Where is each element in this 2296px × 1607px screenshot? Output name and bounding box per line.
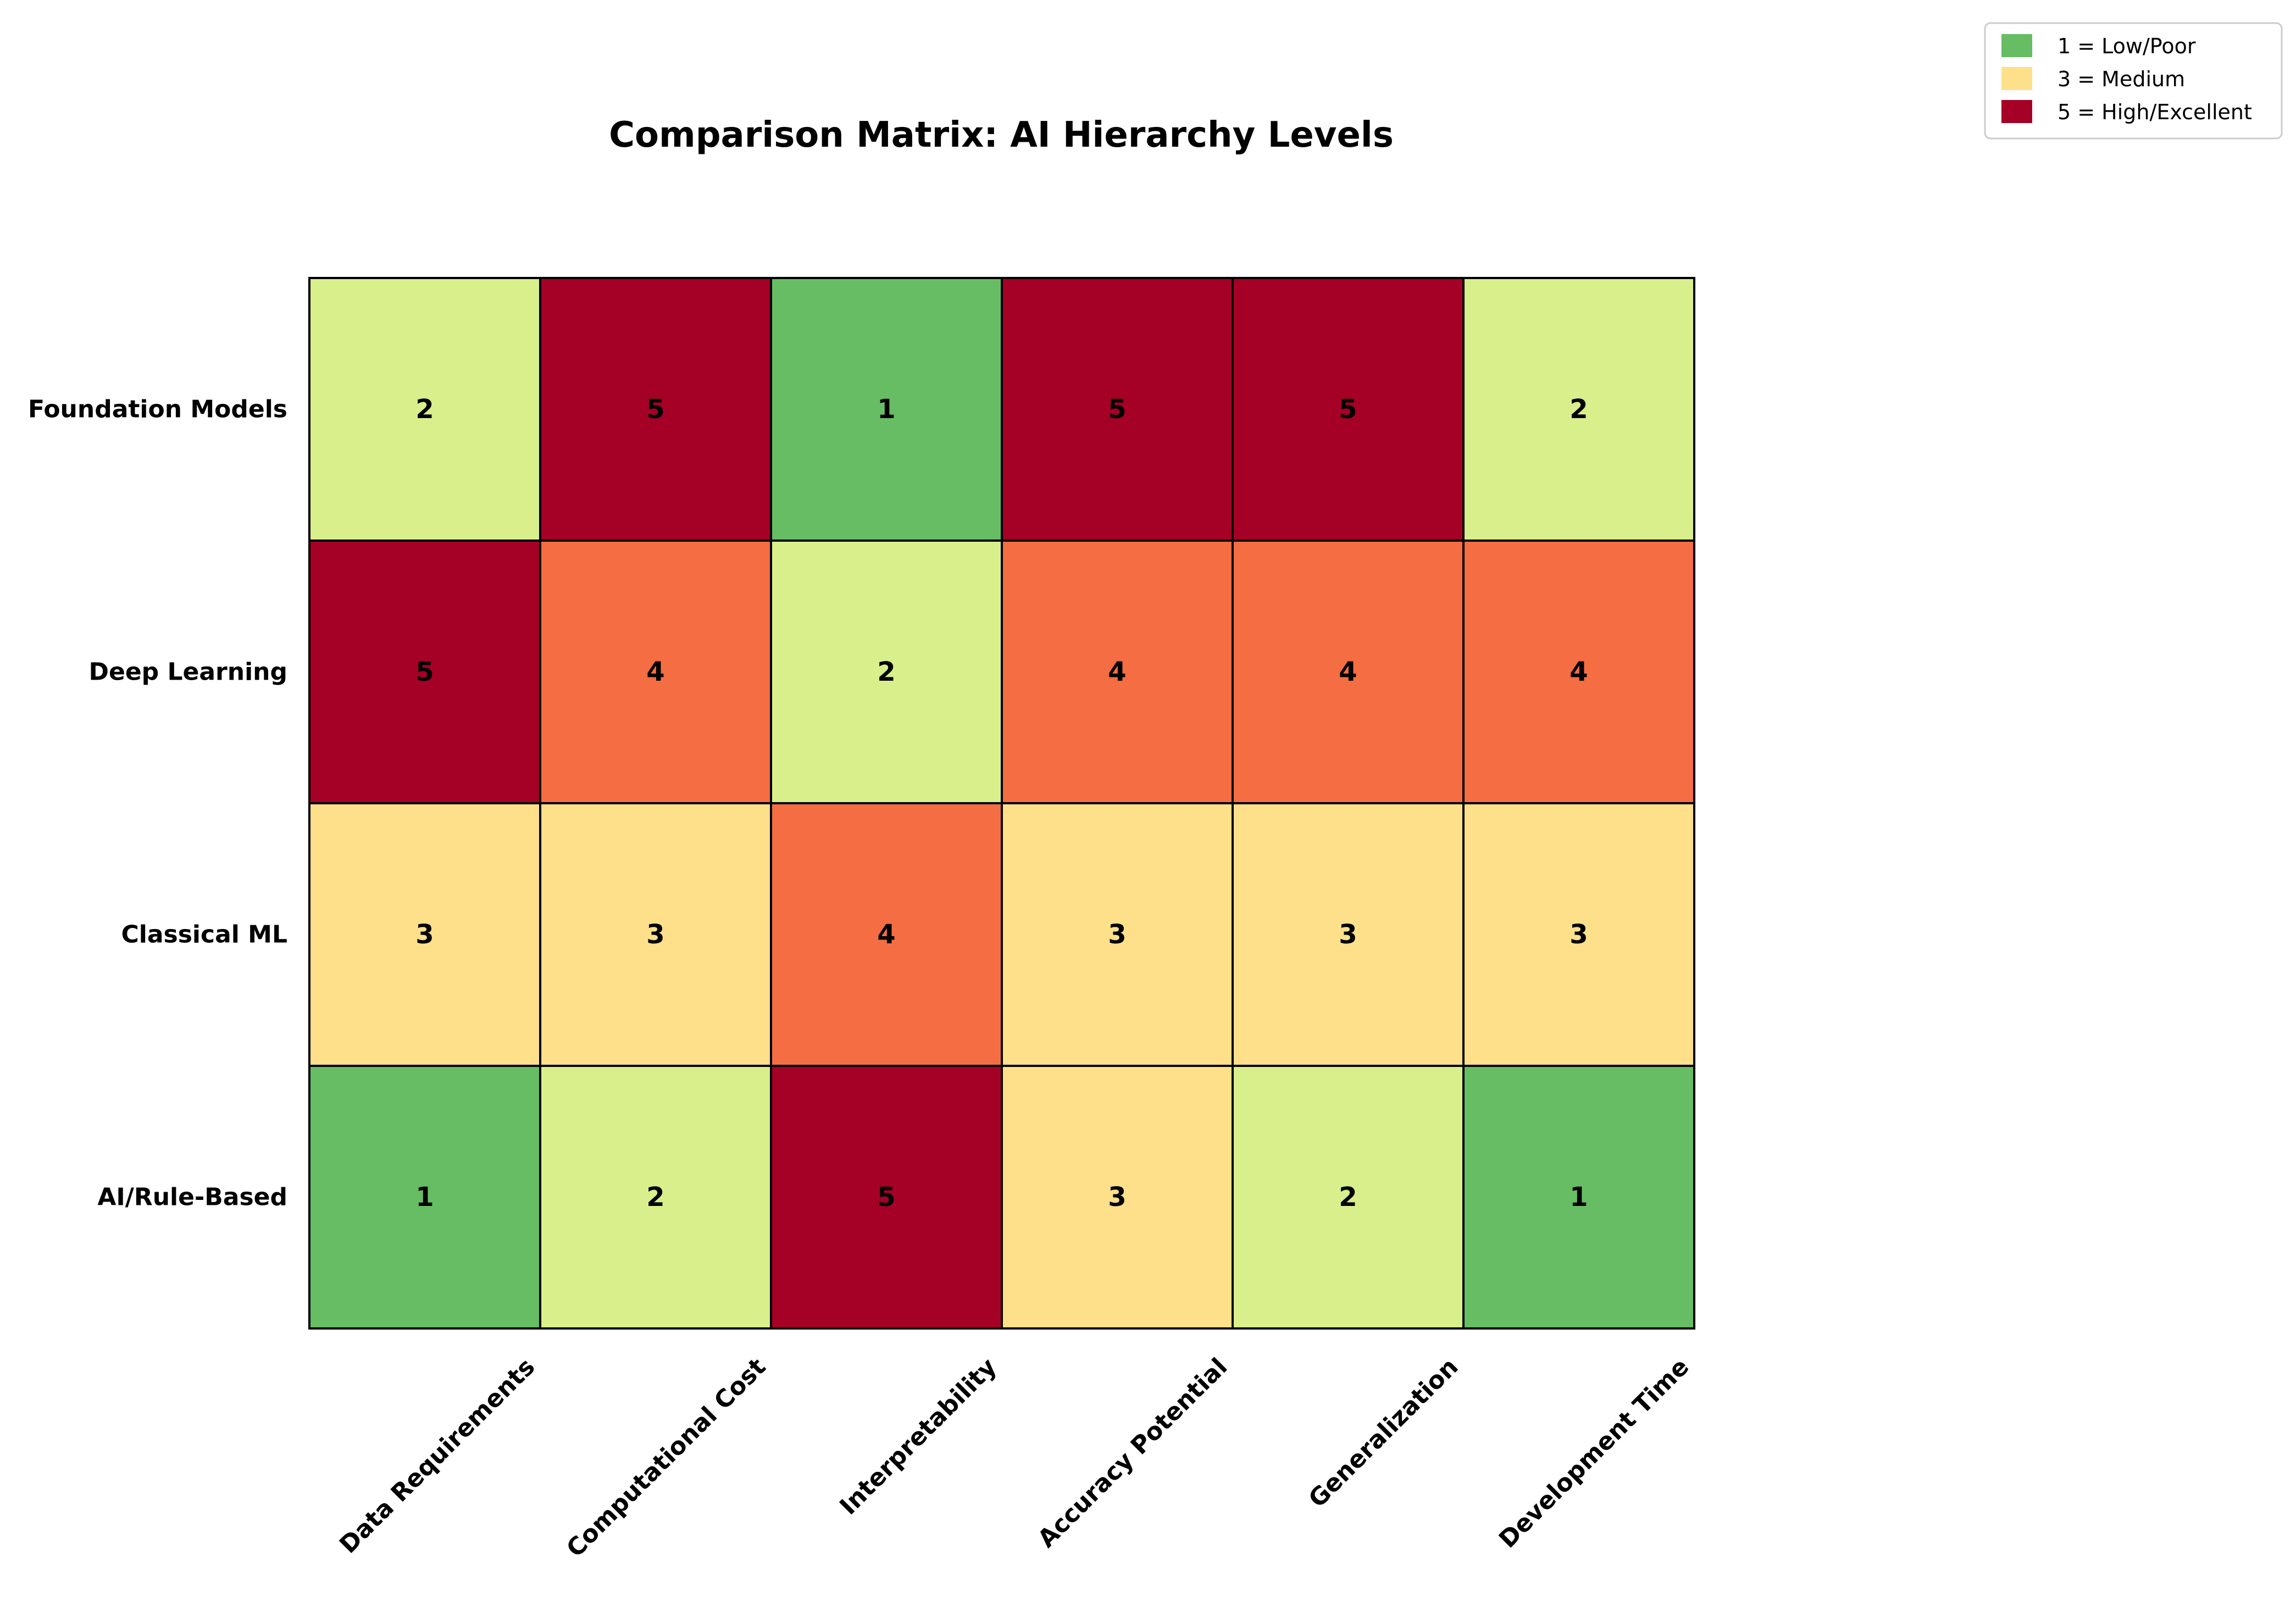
cell-value-label: 5 [646, 394, 664, 425]
row-label: Classical ML [121, 921, 287, 949]
cell-value-label: 5 [1339, 394, 1357, 425]
legend-entry-label: 3 = Medium [2057, 67, 2185, 91]
legend-entry-label: 5 = High/Excellent [2057, 100, 2252, 124]
cell-value-label: 2 [1570, 394, 1588, 425]
cell-value-label: 1 [877, 394, 895, 425]
row-labels: Foundation Models Deep Learning Classical … [28, 396, 287, 1211]
cell-value-label: 5 [415, 657, 434, 687]
heatmap-cell [308, 540, 541, 804]
chart-title: Comparison Matrix: AI Hierarchy Levels [609, 115, 1394, 155]
heatmap-cell [770, 277, 1003, 542]
heatmap-cell [770, 1065, 1003, 1330]
heatmap-cell [308, 277, 541, 542]
cell-value-label: 1 [1570, 1182, 1588, 1213]
heatmap-cell [1462, 1065, 1695, 1330]
legend-entry-label: 1 = Low/Poor [2057, 34, 2196, 58]
cell-value-label: 2 [877, 657, 895, 687]
heatmap-cell [539, 1065, 772, 1330]
heatmap-cell [539, 277, 772, 542]
cell-value-label: 1 [415, 1182, 434, 1213]
legend-swatch [2001, 67, 2032, 90]
cell-value-label: 5 [1108, 394, 1126, 425]
cell-value-label: 3 [1570, 919, 1588, 950]
cell-value-label: 2 [646, 1182, 664, 1213]
cell-value-label: 4 [1570, 657, 1588, 687]
heatmap-cell [1001, 802, 1234, 1067]
legend: 1 = Low/Poor 3 = Medium 5 = High/Excellent [1984, 22, 2283, 140]
cell-value-label: 4 [1339, 657, 1357, 687]
heatmap-cell [539, 802, 772, 1067]
heatmap-cell [1232, 802, 1465, 1067]
heatmap-cell [1462, 802, 1695, 1067]
cell-value-label: 4 [877, 919, 895, 950]
heatmap-cell [1001, 540, 1234, 804]
heatmap-cell [308, 1065, 541, 1330]
heatmap-cell [1001, 277, 1234, 542]
legend-frame [1984, 22, 2283, 140]
cell-value-label: 2 [415, 394, 434, 425]
heatmap-cell [770, 540, 1003, 804]
heatmap-cell [1462, 540, 1695, 804]
legend-swatch [2001, 100, 2032, 123]
row-label: Deep Learning [88, 658, 287, 686]
row-label: AI/Rule-Based [97, 1183, 287, 1211]
legend-swatch [2001, 34, 2032, 57]
cell-value-label: 3 [415, 919, 434, 950]
heatmap-cells: 2 5 1 5 5 2 5 4 2 4 4 4 3 3 4 3 3 3 1 2 5 3 2 1 [308, 277, 1695, 1330]
heatmap-cell [1001, 1065, 1234, 1330]
row-label: Foundation Models [28, 396, 287, 424]
cell-value-label: 3 [1108, 1182, 1126, 1213]
cell-value-label: 4 [646, 657, 664, 687]
cell-value-label: 2 [1339, 1182, 1357, 1213]
cell-value-label: 3 [1108, 919, 1126, 950]
heatmap-cell [770, 802, 1003, 1067]
heatmap-cell [308, 802, 541, 1067]
cell-value-label: 5 [877, 1182, 895, 1213]
heatmap-cell [1232, 1065, 1465, 1330]
cell-value-label: 4 [1108, 657, 1126, 687]
heatmap-cell [539, 540, 772, 804]
cell-value-label: 3 [1339, 919, 1357, 950]
cell-value-label: 3 [646, 919, 664, 950]
